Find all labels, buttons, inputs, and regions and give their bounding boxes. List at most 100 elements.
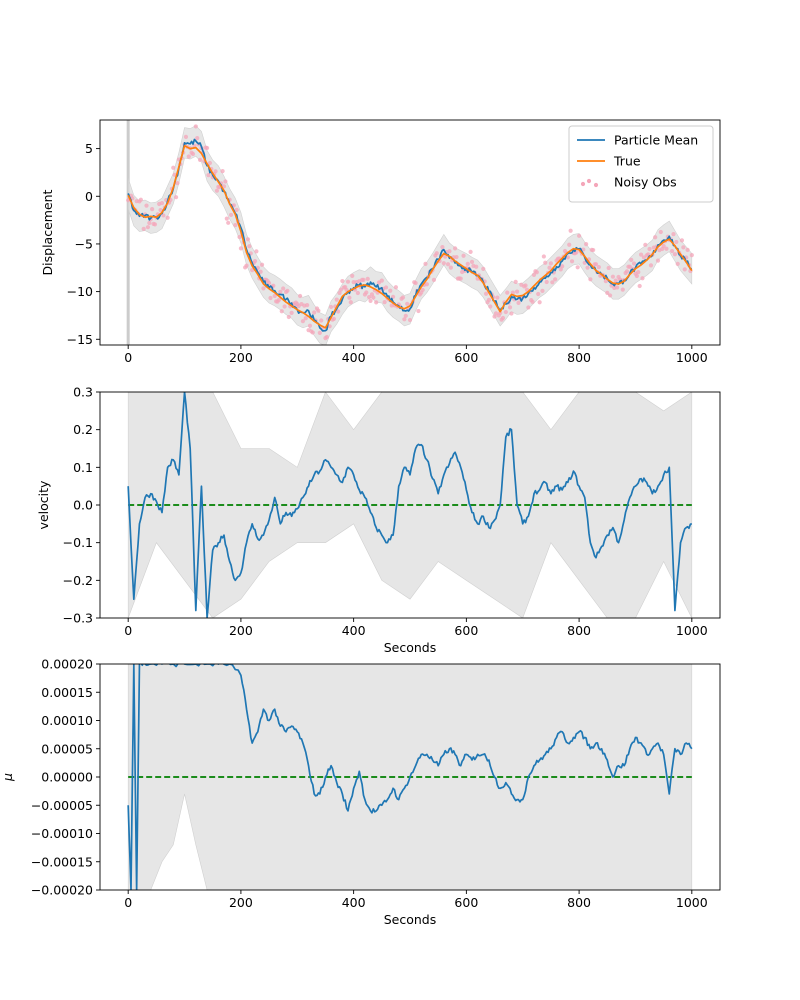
noisy-obs-point — [503, 309, 508, 315]
noisy-obs-point — [452, 246, 458, 251]
y-tick-label: 0.00000 — [41, 770, 93, 785]
noisy-obs-point — [624, 269, 630, 274]
noisy-obs-point — [416, 308, 421, 314]
noisy-obs-point — [224, 216, 229, 221]
noisy-obs-point — [382, 300, 387, 305]
y-tick-label: −0.00015 — [31, 854, 93, 869]
noisy-obs-point — [221, 184, 227, 189]
plot-area — [126, 120, 694, 345]
noisy-obs-point — [228, 212, 234, 218]
noisy-obs-point — [281, 286, 286, 291]
noisy-obs-point — [486, 297, 492, 302]
noisy-obs-point — [560, 264, 565, 269]
noisy-obs-point — [334, 297, 339, 302]
noisy-obs-point — [261, 286, 266, 291]
noisy-obs-point — [607, 293, 613, 298]
noisy-obs-point — [634, 273, 639, 279]
noisy-obs-point — [500, 315, 506, 321]
y-tick-label: 0.00020 — [41, 657, 93, 672]
noisy-obs-point — [400, 295, 406, 300]
noisy-obs-point — [461, 253, 466, 258]
x-tick-label: 600 — [454, 623, 478, 638]
y-tick-label: 0.00005 — [41, 741, 93, 756]
noisy-obs-point — [661, 243, 666, 249]
noisy-obs-point — [393, 285, 399, 290]
noisy-obs-point — [305, 302, 310, 308]
noisy-obs-point — [513, 279, 518, 285]
noisy-obs-point — [307, 323, 313, 328]
noisy-obs-point — [420, 287, 425, 293]
noisy-obs-point — [679, 238, 685, 243]
y-tick-label: −0.1 — [63, 535, 93, 550]
noisy-obs-point — [285, 288, 290, 293]
y-tick-label: −0.00010 — [31, 826, 93, 841]
noisy-obs-point — [374, 300, 379, 305]
noisy-obs-point — [317, 330, 322, 335]
noisy-obs-point — [316, 308, 321, 313]
noisy-obs-point — [530, 299, 535, 304]
legend-marker — [580, 181, 586, 187]
noisy-obs-point — [350, 273, 355, 278]
noisy-obs-point — [413, 280, 418, 286]
x-axis-label: Seconds — [384, 912, 437, 927]
noisy-obs-point — [588, 277, 593, 282]
noisy-obs-point — [289, 310, 294, 315]
noisy-obs-point — [161, 213, 166, 218]
noisy-obs-point — [252, 259, 258, 264]
noisy-obs-point — [523, 283, 528, 288]
noisy-obs-point — [448, 265, 453, 270]
noisy-obs-point — [213, 169, 218, 174]
noisy-obs-point — [550, 280, 555, 285]
legend-entry: Particle Mean — [614, 133, 698, 148]
noisy-obs-point — [388, 288, 393, 293]
noisy-obs-point — [327, 324, 332, 329]
x-tick-label: 800 — [567, 895, 591, 910]
y-tick-label: −10 — [67, 284, 93, 299]
noisy-obs-point — [297, 293, 303, 299]
noisy-obs-point — [681, 245, 686, 250]
noisy-obs-point — [238, 246, 244, 251]
noisy-obs-point — [244, 263, 249, 268]
noisy-obs-point — [310, 330, 315, 335]
noisy-obs-point — [483, 291, 489, 296]
noisy-obs-point — [516, 300, 521, 305]
noisy-obs-point — [259, 262, 265, 267]
noisy-obs-point — [689, 253, 694, 258]
series-line-true — [127, 144, 693, 329]
noisy-obs-point — [195, 136, 200, 141]
noisy-obs-point — [138, 197, 143, 202]
noisy-obs-point — [368, 298, 373, 303]
noisy-obs-point — [328, 304, 334, 310]
noisy-obs-point — [553, 277, 558, 282]
noisy-obs-point — [531, 272, 537, 278]
y-tick-label: 0.2 — [73, 422, 93, 437]
noisy-obs-point — [431, 277, 437, 282]
noisy-obs-point — [468, 249, 473, 254]
noisy-obs-point — [584, 242, 589, 247]
x-tick-label: 1000 — [676, 350, 708, 365]
noisy-obs-point — [371, 295, 376, 300]
noisy-obs-point — [405, 301, 410, 306]
noisy-obs-point — [379, 278, 384, 283]
y-tick-label: −0.2 — [63, 573, 93, 588]
noisy-obs-point — [620, 287, 625, 292]
noisy-obs-point — [207, 160, 213, 166]
noisy-obs-point — [407, 317, 413, 323]
noisy-obs-point — [245, 237, 251, 242]
noisy-obs-point — [647, 246, 652, 252]
noisy-obs-point — [674, 239, 679, 245]
legend-marker — [586, 178, 592, 184]
noisy-obs-point — [669, 248, 675, 254]
noisy-obs-point — [204, 145, 210, 151]
noisy-obs-point — [454, 254, 459, 260]
noisy-obs-point — [337, 290, 342, 296]
noisy-obs-point — [165, 215, 170, 220]
legend-entry: Noisy Obs — [614, 175, 677, 190]
noisy-obs-point — [258, 269, 263, 274]
y-tick-label: 0.1 — [73, 460, 93, 475]
noisy-obs-point — [544, 279, 549, 285]
legend: Particle Mean True Noisy Obs — [568, 125, 714, 203]
noisy-obs-point — [383, 285, 389, 290]
noisy-obs-point — [509, 311, 514, 316]
